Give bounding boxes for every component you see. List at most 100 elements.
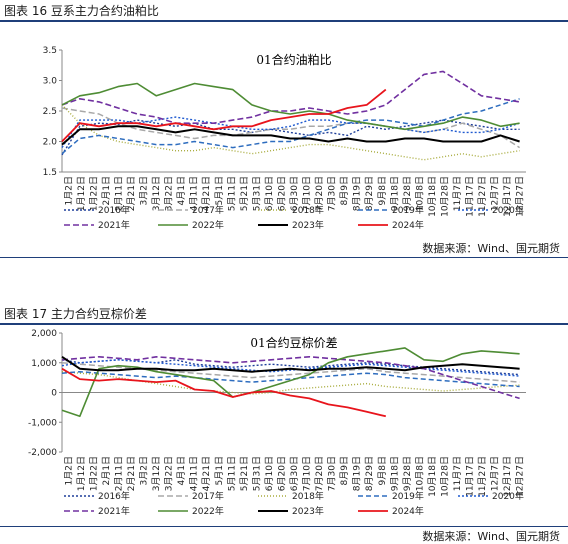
- x-tick-label: 6月30日: [289, 176, 300, 211]
- x-tick-label: 5月31日: [251, 176, 262, 211]
- x-tick-label: 4月11日: [189, 176, 200, 211]
- y-tick-label: 3.0: [43, 77, 58, 87]
- x-tick-label: 4月21日: [201, 176, 212, 211]
- legend-label: 2019年: [392, 204, 424, 216]
- legend-label: 2018年: [292, 490, 324, 502]
- x-tick-label: 7月30日: [327, 176, 338, 211]
- x-tick-label: 11月7日: [452, 456, 463, 491]
- series-line-2018年: [61, 104, 520, 161]
- x-tick-label: 1月22日: [88, 176, 99, 211]
- x-tick-label: 10月8日: [414, 456, 425, 491]
- x-tick-label: 10月28日: [439, 456, 450, 497]
- y-tick-label: 1,000: [31, 359, 57, 369]
- x-tick-label: 4月1日: [176, 176, 187, 205]
- x-tick-label: 4月11日: [189, 456, 200, 491]
- x-tick-label: 9月8日: [377, 176, 388, 205]
- legend-label: 2017年: [192, 490, 224, 502]
- x-tick-label: 12月27日: [515, 176, 526, 217]
- figure-17-source: 数据来源：Wind、国元期货: [422, 530, 560, 543]
- x-tick-label: 12月27日: [515, 456, 526, 497]
- x-tick-label: 1月2日: [63, 176, 74, 205]
- legend-label: 2016年: [98, 204, 130, 216]
- series-line-2020年: [61, 116, 520, 148]
- x-tick-label: 5月11日: [226, 456, 237, 491]
- x-tick-label: 1月12日: [76, 456, 87, 491]
- x-tick-label: 10月8日: [414, 176, 425, 211]
- y-tick-label: 2.0: [43, 138, 58, 148]
- x-tick-label: 7月10日: [302, 456, 313, 491]
- x-tick-label: 11月17日: [465, 176, 476, 217]
- soy-palm-spread-chart: 01合约豆棕价差 -2,000 -1,000 0 1,000 2,000 1月2日 1月12日…: [28, 329, 526, 517]
- legend-label: 2020年: [492, 204, 524, 216]
- chart-title: 01合约豆棕价差: [250, 335, 337, 350]
- x-tick-label: 7月10日: [302, 176, 313, 211]
- x-tick-label: 3月2日: [139, 456, 150, 485]
- chart-title: 01合约油粕比: [256, 52, 331, 67]
- x-tick-label: 11月27日: [477, 176, 488, 217]
- legend-label: 2016年: [98, 490, 130, 502]
- x-tick-label: 11月27日: [477, 456, 488, 497]
- legend-label: 2022年: [192, 505, 224, 517]
- figure-17-source-rule: [0, 526, 568, 527]
- x-tick-label: 12月7日: [490, 176, 501, 211]
- legend-label: 2023年: [292, 505, 324, 517]
- x-tick-label: 6月30日: [289, 456, 300, 491]
- x-tick-label: 12月7日: [490, 456, 501, 491]
- x-tick-label: 6月20日: [276, 176, 287, 211]
- series-line-2022年: [61, 347, 520, 418]
- oil-meal-ratio-chart: 01合约油粕比 1.5 2.0 2.5 3.0 3.5 1月2日 1月12日 1月22日 2月1日…: [43, 46, 526, 231]
- figure-17-caption: 图表 17 主力合约豆棕价差: [4, 307, 147, 321]
- x-tick-label: 11月17日: [465, 456, 476, 497]
- x-tick-label: 3月22日: [164, 456, 175, 491]
- x-tick-label: 3月12日: [151, 456, 162, 491]
- legend-label: 2020年: [492, 490, 524, 502]
- y-tick-label: 2,000: [31, 329, 57, 339]
- x-tick-label: 2月11日: [113, 176, 124, 211]
- x-tick-label: 5月11日: [226, 176, 237, 211]
- series-line-2023年: [61, 125, 520, 146]
- x-tick-label: 9月28日: [402, 456, 413, 491]
- x-tick-label: 4月1日: [176, 456, 187, 485]
- x-tick-label: 10月28日: [439, 176, 450, 217]
- x-tick-label: 1月2日: [63, 456, 74, 485]
- x-tick-label: 7月30日: [327, 456, 338, 491]
- x-tick-label: 3月2日: [139, 176, 150, 205]
- x-tick-label: 5月31日: [251, 456, 262, 491]
- series-line-2021年: [61, 356, 520, 400]
- series-line-2024年: [61, 88, 387, 143]
- legend-label: 2017年: [192, 204, 224, 216]
- legend-label: 2021年: [98, 219, 130, 231]
- series-line-2020年: [61, 359, 520, 377]
- x-tick-label: 9月28日: [402, 176, 413, 211]
- x-tick-label: 2月11日: [113, 456, 124, 491]
- x-tick-label: 9月8日: [377, 456, 388, 485]
- series-line-2016年: [61, 359, 520, 376]
- series-line-2023年: [61, 355, 520, 373]
- x-tick-label: 7月20日: [314, 456, 325, 491]
- x-tick-label: 8月29日: [364, 176, 375, 211]
- x-tick-label: 8月9日: [339, 456, 350, 485]
- y-tick-label: -2,000: [28, 448, 57, 458]
- x-tick-label: 6月10日: [264, 176, 275, 211]
- x-tick-label: 6月10日: [264, 456, 275, 491]
- x-tick-label: 8月29日: [364, 456, 375, 491]
- y-tick-label: -1,000: [28, 418, 57, 428]
- legend-label: 2019年: [392, 490, 424, 502]
- x-tick-label: 12月17日: [502, 176, 513, 217]
- x-tick-label: 7月20日: [314, 176, 325, 211]
- x-tick-label: 3月22日: [164, 176, 175, 211]
- y-tick-label: 3.5: [43, 46, 57, 56]
- x-tick-label: 3月12日: [151, 176, 162, 211]
- legend-label: 2022年: [192, 219, 224, 231]
- series-line-2024年: [61, 367, 387, 418]
- x-tick-label: 5月21日: [239, 456, 250, 491]
- x-tick-label: 5月21日: [239, 176, 250, 211]
- x-tick-label: 8月9日: [339, 176, 350, 205]
- y-tick-label: 0: [51, 389, 57, 399]
- x-tick-label: 11月7日: [452, 176, 463, 211]
- x-tick-label: 5月1日: [214, 176, 225, 205]
- x-tick-label: 5月1日: [214, 456, 225, 485]
- x-tick-label: 2月1日: [101, 456, 112, 485]
- figure-16-source-rule: [0, 257, 568, 258]
- x-tick-label: 12月17日: [502, 456, 513, 497]
